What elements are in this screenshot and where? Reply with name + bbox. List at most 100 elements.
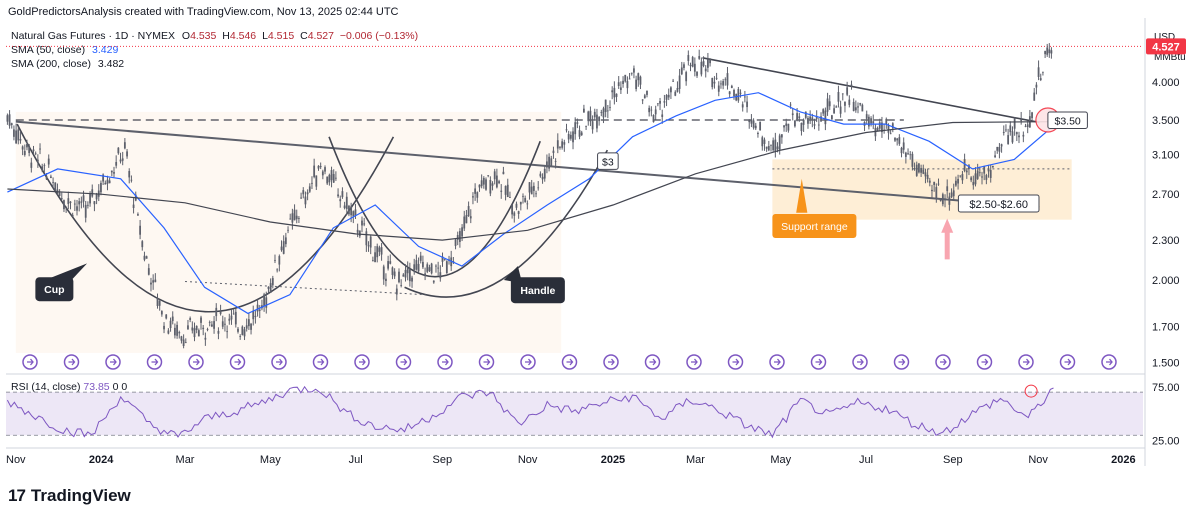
candle-body	[791, 113, 794, 116]
candle	[848, 95, 851, 108]
event-marker-arrow	[359, 358, 366, 366]
event-marker-icon[interactable]	[229, 354, 246, 370]
candle-body	[78, 201, 81, 205]
candle	[641, 99, 644, 105]
chart-canvas[interactable]: Cup Handle Support range $3 $3.50 $2.50-$2.60…	[0, 0, 1200, 480]
sma50-line	[7, 92, 1054, 315]
event-marker-icon[interactable]	[686, 354, 702, 370]
candle-body	[1020, 118, 1023, 121]
candle-body	[437, 267, 440, 269]
event-marker-icon[interactable]	[146, 354, 163, 370]
candle	[224, 317, 226, 332]
candle	[337, 188, 339, 198]
candle-body	[491, 183, 494, 186]
event-marker-icon[interactable]	[769, 354, 785, 370]
candle	[811, 113, 814, 128]
candle-body	[978, 172, 981, 174]
event-marker-icon[interactable]	[395, 354, 412, 370]
candle	[304, 191, 307, 209]
event-marker-icon[interactable]	[852, 354, 868, 370]
event-marker-icon[interactable]	[520, 354, 536, 370]
candle	[121, 151, 124, 166]
candle-body	[80, 201, 83, 203]
candle	[189, 316, 192, 323]
candle-body	[247, 319, 250, 327]
legend-sma50-row[interactable]: SMA (50, close) 3.429	[11, 43, 418, 57]
candle-body	[839, 106, 842, 114]
candle	[91, 184, 94, 198]
event-marker-icon[interactable]	[271, 354, 287, 370]
candle-body	[804, 111, 807, 118]
event-marker-icon[interactable]	[63, 354, 80, 370]
candle	[593, 108, 596, 121]
event-marker-icon[interactable]	[312, 354, 329, 370]
event-marker-icon[interactable]	[561, 354, 578, 370]
event-markers-layer[interactable]	[22, 354, 1117, 370]
candle-body	[794, 120, 796, 127]
candle-body	[232, 313, 235, 315]
candle-body	[561, 141, 564, 148]
candle-body	[952, 190, 955, 197]
candle-body	[324, 167, 326, 172]
candle-body	[398, 271, 400, 283]
time-axis-tick: Jul	[859, 454, 873, 466]
legend-symbol[interactable]: Natural Gas Futures · 1D · NYMEX	[11, 30, 175, 42]
candle	[226, 325, 229, 339]
candle-body	[763, 139, 766, 144]
candle	[998, 143, 1001, 159]
candles-layer	[6, 43, 1053, 349]
candle	[852, 98, 855, 112]
event-marker-icon[interactable]	[105, 354, 121, 370]
candle-body	[239, 336, 242, 337]
rsi-legend[interactable]: RSI (14, close) 73.85 0 0	[11, 381, 127, 393]
candle-body	[152, 280, 155, 283]
candle	[243, 326, 246, 341]
event-marker-icon[interactable]	[644, 354, 661, 370]
candle-body	[291, 213, 294, 223]
candle	[1000, 143, 1003, 153]
candle-body	[306, 192, 309, 195]
candle-body	[546, 161, 548, 168]
event-marker-icon[interactable]	[603, 354, 619, 370]
event-marker-icon[interactable]	[354, 354, 370, 370]
event-marker-icon[interactable]	[437, 354, 453, 370]
event-marker-icon[interactable]	[976, 354, 993, 370]
candle	[780, 134, 783, 144]
candle-body	[615, 93, 618, 97]
candle	[71, 212, 74, 217]
event-marker-icon[interactable]	[810, 354, 827, 370]
candle	[857, 102, 859, 114]
tradingview-logo[interactable]: 17 TradingView	[8, 486, 131, 506]
candle	[84, 200, 87, 223]
candle-body	[785, 123, 788, 126]
candle	[833, 104, 835, 114]
candle	[382, 264, 385, 285]
candle-body	[837, 91, 840, 102]
event-marker-icon[interactable]	[935, 354, 951, 370]
candle	[39, 143, 41, 155]
event-marker-icon[interactable]	[727, 354, 744, 370]
candle	[154, 273, 157, 283]
candle-body	[737, 89, 740, 101]
candle	[844, 101, 846, 113]
event-marker-icon[interactable]	[478, 354, 495, 370]
candle-body	[339, 199, 342, 202]
candle	[661, 109, 664, 124]
candle-body	[661, 114, 664, 117]
event-marker-icon[interactable]	[1059, 354, 1076, 370]
event-marker-icon[interactable]	[1101, 354, 1117, 370]
candle	[378, 245, 381, 257]
candle-body	[54, 182, 57, 192]
event-marker-icon[interactable]	[22, 354, 38, 370]
candle	[772, 137, 775, 153]
candle	[737, 86, 740, 103]
event-marker-icon[interactable]	[893, 354, 910, 370]
legend-sma200-row[interactable]: SMA (200, close) 3.482	[11, 57, 418, 71]
event-marker-icon[interactable]	[1018, 354, 1034, 370]
candle	[837, 85, 840, 108]
candle	[476, 191, 479, 203]
candle	[600, 109, 603, 117]
event-marker-icon[interactable]	[188, 354, 204, 370]
candle-body	[535, 193, 537, 195]
candle	[289, 213, 292, 220]
